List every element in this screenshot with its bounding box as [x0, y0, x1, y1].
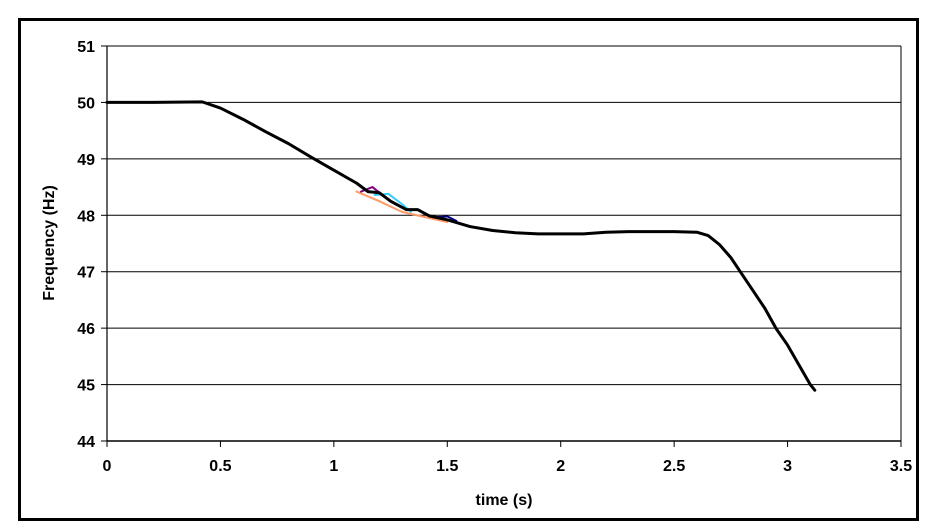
series-line-1: [355, 190, 449, 224]
x-tick-label: 3: [783, 458, 792, 475]
x-tick-label: 2.5: [663, 458, 685, 475]
x-tick-label: 1: [329, 458, 338, 475]
y-tick-label: 48: [77, 208, 95, 225]
label-layer: 44 45 46 47 48 49 50 51 0 0.5 1 1.5 2 2.5 3 3.5: [77, 39, 912, 475]
axis-layer: [101, 45, 902, 447]
x-axis-title: time (s): [476, 492, 533, 509]
y-tick-label: 47: [77, 265, 95, 282]
series-line-5: [105, 100, 817, 392]
x-tick-label: 0.5: [209, 458, 231, 475]
x-tick-label: 1.5: [436, 458, 458, 475]
x-tick-label: 2: [556, 458, 565, 475]
y-axis-title: Frequency (Hz): [41, 185, 58, 301]
y-tick-label: 51: [77, 39, 95, 56]
y-tick-label: 44: [77, 434, 95, 451]
grid-layer: [107, 45, 901, 442]
y-tick-label: 45: [77, 378, 95, 395]
x-tick-label: 0: [103, 458, 112, 475]
y-tick-label: 49: [77, 152, 95, 169]
x-tick-label: 3.5: [890, 458, 912, 475]
y-tick-label: 50: [77, 95, 95, 112]
series-layer: [105, 100, 817, 392]
y-tick-label: 46: [77, 321, 95, 338]
